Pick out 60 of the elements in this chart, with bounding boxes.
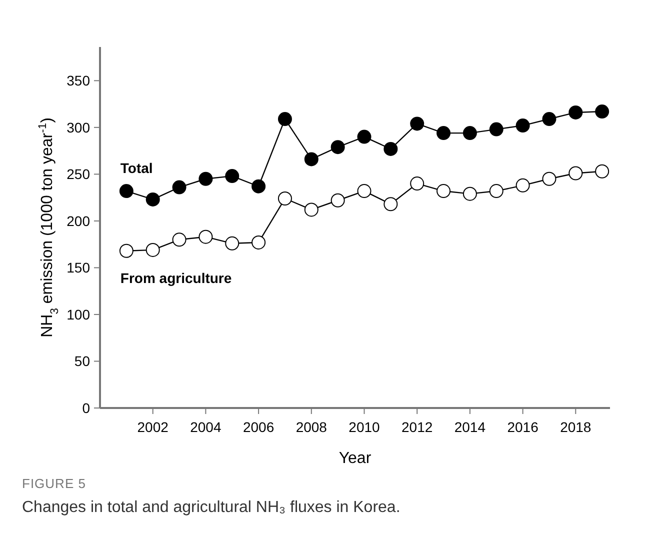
series-label: Total bbox=[120, 160, 153, 176]
point bbox=[384, 197, 398, 212]
y-tick-label: 250 bbox=[66, 166, 90, 182]
point bbox=[542, 112, 556, 126]
x-tick-label: 2014 bbox=[454, 419, 486, 435]
y-tick-label: 350 bbox=[66, 72, 90, 89]
point bbox=[516, 118, 530, 133]
x-tick-label: 2004 bbox=[190, 419, 222, 435]
point bbox=[172, 232, 186, 247]
point bbox=[542, 172, 556, 186]
x-axis-title: Year bbox=[338, 450, 372, 467]
x-tick-label: 2002 bbox=[137, 419, 169, 435]
point bbox=[225, 236, 240, 250]
point bbox=[146, 192, 160, 206]
caption: FIGURE 5 bbox=[22, 476, 86, 491]
point bbox=[436, 126, 451, 140]
x-tick-label: 2010 bbox=[348, 419, 380, 435]
point bbox=[595, 164, 610, 178]
series-label: From agriculture bbox=[120, 270, 232, 286]
point bbox=[357, 130, 372, 144]
point bbox=[384, 142, 398, 156]
point bbox=[516, 178, 530, 192]
point bbox=[225, 169, 240, 184]
point bbox=[462, 186, 477, 201]
point bbox=[410, 116, 424, 131]
point bbox=[119, 244, 134, 258]
y-tick-label: 100 bbox=[66, 306, 90, 322]
point bbox=[410, 176, 424, 191]
point bbox=[357, 184, 372, 198]
point bbox=[198, 230, 213, 244]
point bbox=[489, 184, 504, 198]
y-tick-label: 0 bbox=[82, 400, 90, 416]
point bbox=[278, 192, 292, 206]
y-tick-label: 300 bbox=[66, 119, 90, 136]
point bbox=[568, 166, 583, 180]
point bbox=[330, 140, 345, 154]
x-tick-label: 2018 bbox=[560, 419, 592, 435]
point bbox=[278, 112, 292, 126]
point bbox=[146, 242, 160, 257]
point bbox=[436, 184, 451, 198]
x-tick-label: 2008 bbox=[296, 419, 328, 435]
point bbox=[252, 179, 266, 194]
point bbox=[304, 152, 318, 166]
point bbox=[119, 184, 134, 198]
point bbox=[304, 202, 318, 217]
point bbox=[462, 126, 477, 140]
x-tick-label: 2006 bbox=[242, 419, 274, 435]
x-tick-label: 2012 bbox=[402, 419, 433, 435]
point bbox=[568, 105, 583, 120]
point bbox=[198, 172, 213, 186]
y-tick-label: 200 bbox=[66, 212, 90, 229]
point bbox=[330, 193, 345, 208]
y-tick-label: 150 bbox=[66, 260, 90, 276]
point bbox=[489, 122, 504, 136]
text: Changes in total and agricultural NH₃ fluxes in Korea. bbox=[22, 499, 400, 516]
point bbox=[595, 104, 610, 119]
point bbox=[252, 235, 266, 250]
point bbox=[172, 180, 186, 194]
x-tick-label: 2016 bbox=[507, 419, 539, 435]
y-tick-label: 50 bbox=[74, 353, 90, 370]
